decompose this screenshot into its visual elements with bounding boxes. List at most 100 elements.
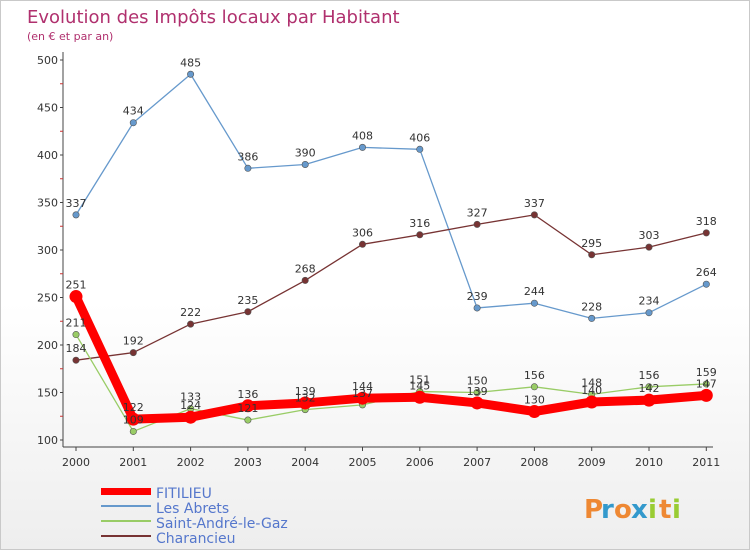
data-point <box>702 280 710 288</box>
data-label: 434 <box>123 105 144 118</box>
x-tick-label: 2008 <box>520 456 548 469</box>
chart-title: Evolution des Impôts locaux par Habitant <box>27 7 400 28</box>
data-label: 142 <box>639 382 660 395</box>
data-label: 234 <box>639 295 660 308</box>
data-point <box>187 320 195 328</box>
y-tick-label: 400 <box>37 149 58 162</box>
data-label: 147 <box>696 377 717 390</box>
data-point <box>588 314 596 322</box>
data-label: 327 <box>467 206 488 219</box>
proxiti-logo: Pr o x i t i <box>584 495 681 525</box>
y-tick-label: 250 <box>37 292 58 305</box>
data-label: 222 <box>180 306 201 319</box>
data-point <box>244 416 252 424</box>
x-tick-label: 2002 <box>177 456 205 469</box>
data-label: 121 <box>237 402 258 415</box>
x-tick-label: 2003 <box>234 456 262 469</box>
data-point <box>699 388 713 402</box>
x-tick-label: 2011 <box>692 456 720 469</box>
series-line-1 <box>75 73 707 320</box>
data-point <box>244 164 252 172</box>
y-tick-label: 500 <box>37 54 58 67</box>
series-line-3 <box>75 214 707 361</box>
legend-label: Les Abrets <box>156 501 229 517</box>
data-label: 145 <box>409 379 430 392</box>
data-point <box>645 383 653 391</box>
legend-label: Charancieu <box>156 531 236 547</box>
y-tick-label: 350 <box>37 197 58 210</box>
data-label: 148 <box>581 376 602 389</box>
logo-letter: x <box>631 495 648 525</box>
data-point <box>416 145 424 153</box>
y-tick-label: 200 <box>37 339 58 352</box>
x-tick-label: 2009 <box>578 456 606 469</box>
y-tick-label: 100 <box>37 434 58 447</box>
logo-letter: r <box>601 495 614 525</box>
data-point <box>358 240 366 248</box>
data-point <box>473 304 481 312</box>
data-point <box>530 211 538 219</box>
data-label: 406 <box>409 131 430 144</box>
data-label: 295 <box>581 237 602 250</box>
data-point <box>645 243 653 251</box>
data-label: 124 <box>180 399 201 412</box>
data-label: 303 <box>639 229 660 242</box>
data-label: 264 <box>696 266 717 279</box>
data-point <box>413 390 427 404</box>
data-label: 228 <box>581 300 602 313</box>
data-point <box>473 220 481 228</box>
data-point <box>69 290 83 304</box>
y-tick-label: 300 <box>37 244 58 257</box>
x-tick-label: 2006 <box>406 456 434 469</box>
data-label: 337 <box>66 197 87 210</box>
legend-label: FITILIEU <box>156 486 212 502</box>
data-label: 239 <box>467 290 488 303</box>
data-label: 144 <box>352 380 373 393</box>
data-point <box>126 412 140 426</box>
data-label: 268 <box>295 262 316 275</box>
data-point <box>416 231 424 239</box>
legend-swatch <box>101 535 151 537</box>
data-point <box>702 229 710 237</box>
data-label: 150 <box>467 375 488 388</box>
data-point <box>527 405 541 418</box>
data-point <box>187 70 195 78</box>
data-label: 386 <box>237 150 258 163</box>
data-point <box>473 388 481 396</box>
data-label: 192 <box>123 335 144 348</box>
series-points <box>69 70 713 435</box>
data-label: 132 <box>295 392 316 405</box>
data-label: 133 <box>180 391 201 404</box>
data-label: 184 <box>66 342 87 355</box>
legend-swatch <box>101 488 151 495</box>
legend-swatch <box>101 520 151 522</box>
data-point <box>129 427 137 435</box>
data-point <box>301 276 309 284</box>
data-label: 159 <box>696 366 717 379</box>
data-label: 137 <box>352 387 373 400</box>
data-label: 109 <box>123 413 144 426</box>
data-label: 318 <box>696 215 717 228</box>
data-label: 139 <box>295 385 316 398</box>
y-tick-label: 450 <box>37 102 58 115</box>
data-point <box>301 161 309 169</box>
data-label: 122 <box>123 401 144 414</box>
data-point <box>184 410 198 424</box>
data-label: 151 <box>409 374 430 387</box>
data-point <box>298 396 312 410</box>
data-label: 139 <box>467 385 488 398</box>
data-label: 337 <box>524 197 545 210</box>
data-label: 390 <box>295 147 316 160</box>
x-tick-label: 2005 <box>349 456 377 469</box>
x-tick-label: 2004 <box>291 456 319 469</box>
data-point <box>642 393 656 407</box>
data-point <box>585 395 599 409</box>
x-tick-label: 2010 <box>635 456 663 469</box>
data-point <box>530 383 538 391</box>
data-point <box>358 143 366 151</box>
x-tick-label: 2001 <box>119 456 147 469</box>
data-point <box>588 251 596 259</box>
